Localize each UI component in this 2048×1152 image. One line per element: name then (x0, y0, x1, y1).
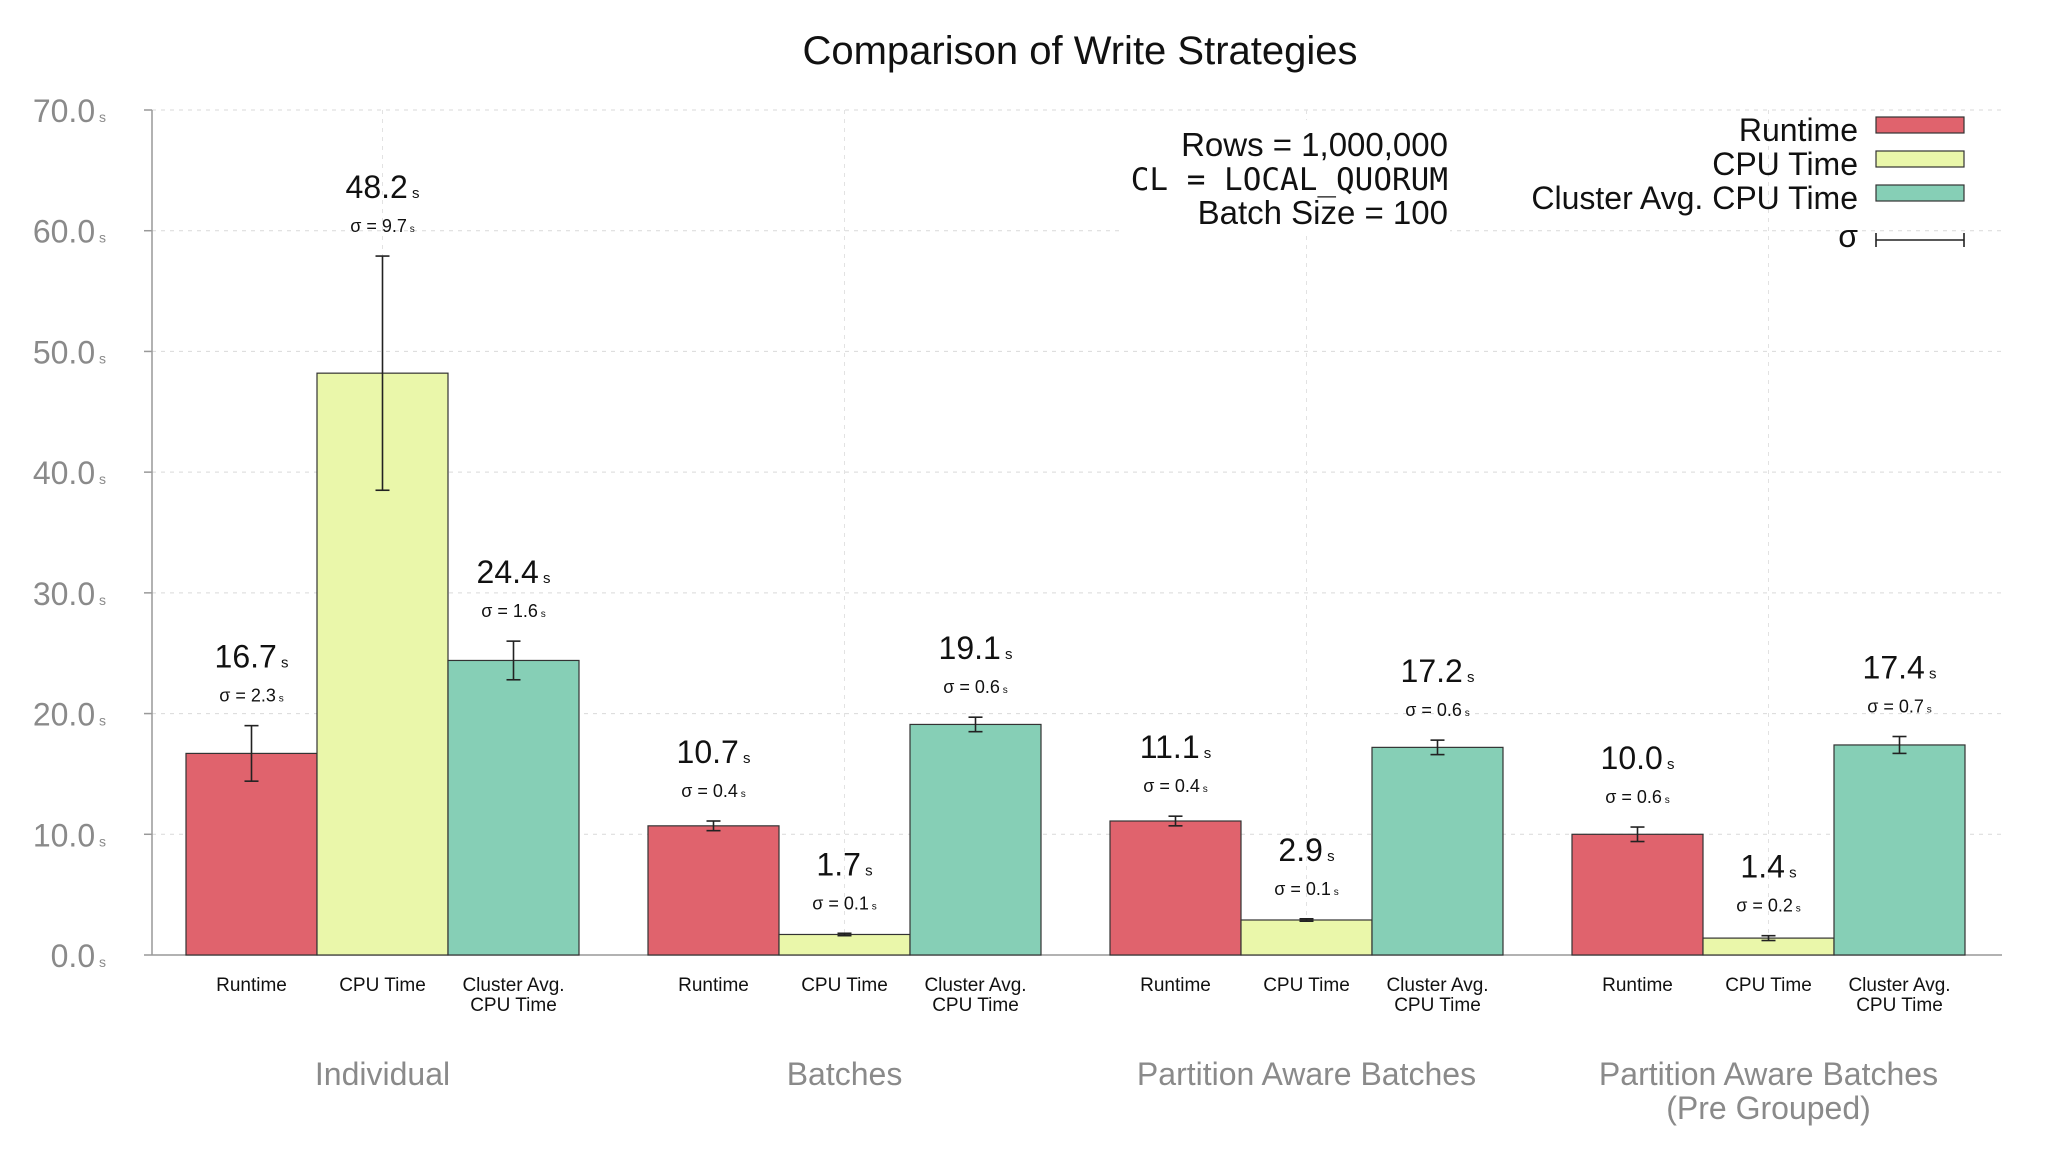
sigma-label: σ = 0.6 s (1405, 700, 1469, 720)
value-label: 16.7 s (215, 639, 289, 675)
y-tick-label: 0.0 s (51, 938, 106, 974)
x-tick-label: Runtime (1602, 975, 1673, 996)
x-tick-label: CPU Time (470, 995, 557, 1016)
value-label: 24.4 s (477, 554, 551, 590)
value-label: 10.7 s (677, 734, 751, 770)
legend-label: Cluster Avg. CPU Time (1531, 180, 1858, 216)
group-label: Individual (315, 1056, 450, 1092)
y-tick-label: 30.0 s (33, 576, 106, 612)
sigma-label: σ = 0.1 s (812, 893, 876, 913)
annotation-line: CL = LOCAL_QUORUM (1131, 162, 1448, 198)
bar (909, 723, 1042, 956)
bar (1109, 820, 1242, 956)
annotation-line: Rows = 1,000,000 (1181, 126, 1448, 163)
bar (447, 659, 580, 956)
x-tick-label: Runtime (678, 975, 749, 996)
y-tick-label: 60.0 s (33, 214, 106, 250)
group-label: Batches (787, 1056, 903, 1092)
sigma-label: σ = 0.4 s (1143, 776, 1207, 796)
sigma-label: σ = 0.7 s (1867, 697, 1931, 717)
bar (778, 933, 911, 956)
x-tick-label: Cluster Avg. (924, 975, 1026, 996)
value-label: 19.1 s (939, 630, 1013, 666)
group-label: (Pre Grouped) (1666, 1090, 1871, 1126)
x-tick-label: CPU Time (1263, 975, 1350, 996)
value-label: 11.1 s (1140, 729, 1212, 765)
x-tick-label: Cluster Avg. (1386, 975, 1488, 996)
x-tick-label: Runtime (1140, 975, 1211, 996)
bar (647, 825, 780, 956)
sigma-label: σ = 0.6 s (1605, 787, 1669, 807)
sigma-label: σ = 1.6 s (481, 601, 545, 621)
bar (1240, 919, 1373, 956)
sigma-label: σ = 0.4 s (681, 781, 745, 801)
bar (1371, 746, 1504, 956)
sigma-label: σ = 0.6 s (943, 677, 1007, 697)
y-tick-label: 20.0 s (33, 697, 106, 733)
value-label: 10.0 s (1601, 740, 1675, 776)
annotation-background (1120, 120, 1450, 235)
x-tick-label: CPU Time (932, 995, 1019, 1016)
value-label: 2.9 s (1278, 832, 1334, 868)
value-label: 17.4 s (1863, 650, 1937, 686)
x-tick-label: CPU Time (801, 975, 888, 996)
x-tick-label: CPU Time (1856, 995, 1943, 1016)
y-tick-label: 50.0 s (33, 334, 106, 370)
value-label: 1.4 s (1740, 849, 1796, 885)
sigma-label: σ = 0.1 s (1274, 879, 1338, 899)
sigma-label: σ = 9.7 s (350, 216, 414, 236)
bar (1833, 744, 1966, 956)
legend-label: σ (1838, 218, 1858, 254)
y-tick-label: 40.0 s (33, 455, 106, 491)
sigma-label: σ = 0.2 s (1736, 896, 1800, 916)
legend-swatch (1875, 116, 1965, 134)
bar (185, 752, 318, 956)
annotation-line: Batch Size = 100 (1198, 194, 1448, 231)
bars (185, 255, 1966, 956)
legend-label: CPU Time (1712, 146, 1858, 182)
sigma-label: σ = 2.3 s (219, 686, 283, 706)
y-tick-label: 70.0 s (33, 93, 106, 129)
x-tick-label: Cluster Avg. (1848, 975, 1950, 996)
x-tick-label: CPU Time (1725, 975, 1812, 996)
x-tick-label: Runtime (216, 975, 287, 996)
group-label: Partition Aware Batches (1599, 1056, 1938, 1092)
chart-title: Comparison of Write Strategies (802, 29, 1357, 73)
x-tick-label: Cluster Avg. (462, 975, 564, 996)
x-tick-label: CPU Time (339, 975, 426, 996)
legend-swatch (1875, 184, 1965, 202)
value-label: 17.2 s (1401, 653, 1475, 689)
x-tick-label: CPU Time (1394, 995, 1481, 1016)
y-tick-label: 10.0 s (33, 817, 106, 853)
bar (1571, 833, 1704, 956)
legend-swatch (1875, 150, 1965, 168)
value-label: 48.2 s (346, 169, 420, 205)
group-label: Partition Aware Batches (1137, 1056, 1476, 1092)
legend-label: Runtime (1739, 112, 1858, 148)
data-labels: 16.7 s σ = 2.3 s Runtime 48.2 s σ = 9.7 s CPU… (215, 169, 1951, 1126)
value-label: 1.7 s (816, 846, 872, 882)
